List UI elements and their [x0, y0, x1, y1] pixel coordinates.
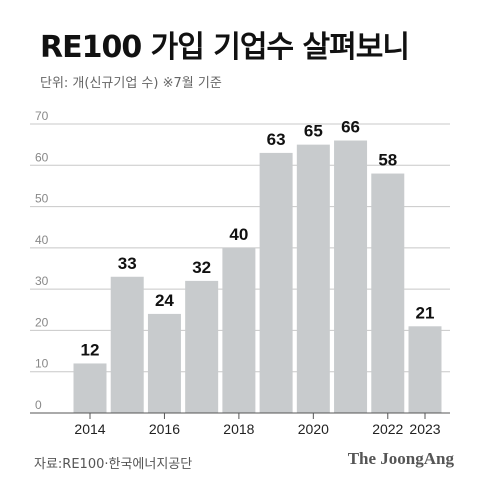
value-label-2020: 65	[304, 122, 323, 141]
bar-2018	[222, 247, 256, 413]
y-tick-label: 30	[35, 274, 49, 288]
bar-2017	[185, 280, 219, 413]
y-tick-label: 10	[35, 357, 49, 371]
bar-2019	[259, 152, 293, 413]
x-tick-label-2018: 2018	[223, 421, 254, 437]
y-tick-label: 20	[35, 315, 49, 329]
x-tick-label-2022: 2022	[372, 421, 403, 437]
x-tick-label-2023: 2023	[409, 421, 440, 437]
value-label-2019: 63	[267, 130, 286, 149]
bar-2022	[371, 173, 405, 413]
bar-2014	[73, 363, 107, 413]
bar-2020	[296, 144, 330, 413]
y-tick-label: 50	[35, 192, 49, 206]
y-tick-label: 40	[35, 233, 49, 247]
value-label-2021: 66	[341, 118, 360, 137]
y-tick-label: 60	[35, 150, 49, 164]
chart-title: RE100 가입 기업수 살펴보니	[40, 30, 410, 65]
value-label-2018: 40	[229, 225, 248, 244]
value-label-2022: 58	[378, 151, 397, 170]
value-label-2015: 33	[118, 254, 137, 273]
value-label-2014: 12	[81, 340, 100, 359]
bar-2016	[147, 313, 181, 413]
value-label-2023: 21	[416, 303, 435, 322]
x-tick-label-2020: 2020	[298, 421, 329, 437]
x-tick-label-2014: 2014	[74, 421, 105, 437]
value-label-2017: 32	[192, 258, 211, 277]
bar-2021	[334, 140, 368, 413]
unit-note: 단위: 개(신규기업 수) ※7월 기준	[40, 76, 222, 91]
value-label-2016: 24	[155, 291, 174, 310]
y-tick-label: 0	[35, 398, 42, 412]
x-axis: 2014 2016 2018 2020 2022 2023	[30, 412, 450, 437]
y-tick-label: 70	[35, 109, 49, 123]
source-note: 자료:RE100·한국에너지공단	[34, 457, 193, 472]
value-labels: 12 33 24 32 40 63 65 66 58 21	[81, 118, 435, 360]
bar-2015	[110, 276, 144, 413]
bar-2023	[408, 326, 442, 413]
brand-logo: The JoongAng	[347, 449, 454, 468]
x-tick-label-2016: 2016	[149, 421, 180, 437]
bars	[73, 140, 442, 413]
